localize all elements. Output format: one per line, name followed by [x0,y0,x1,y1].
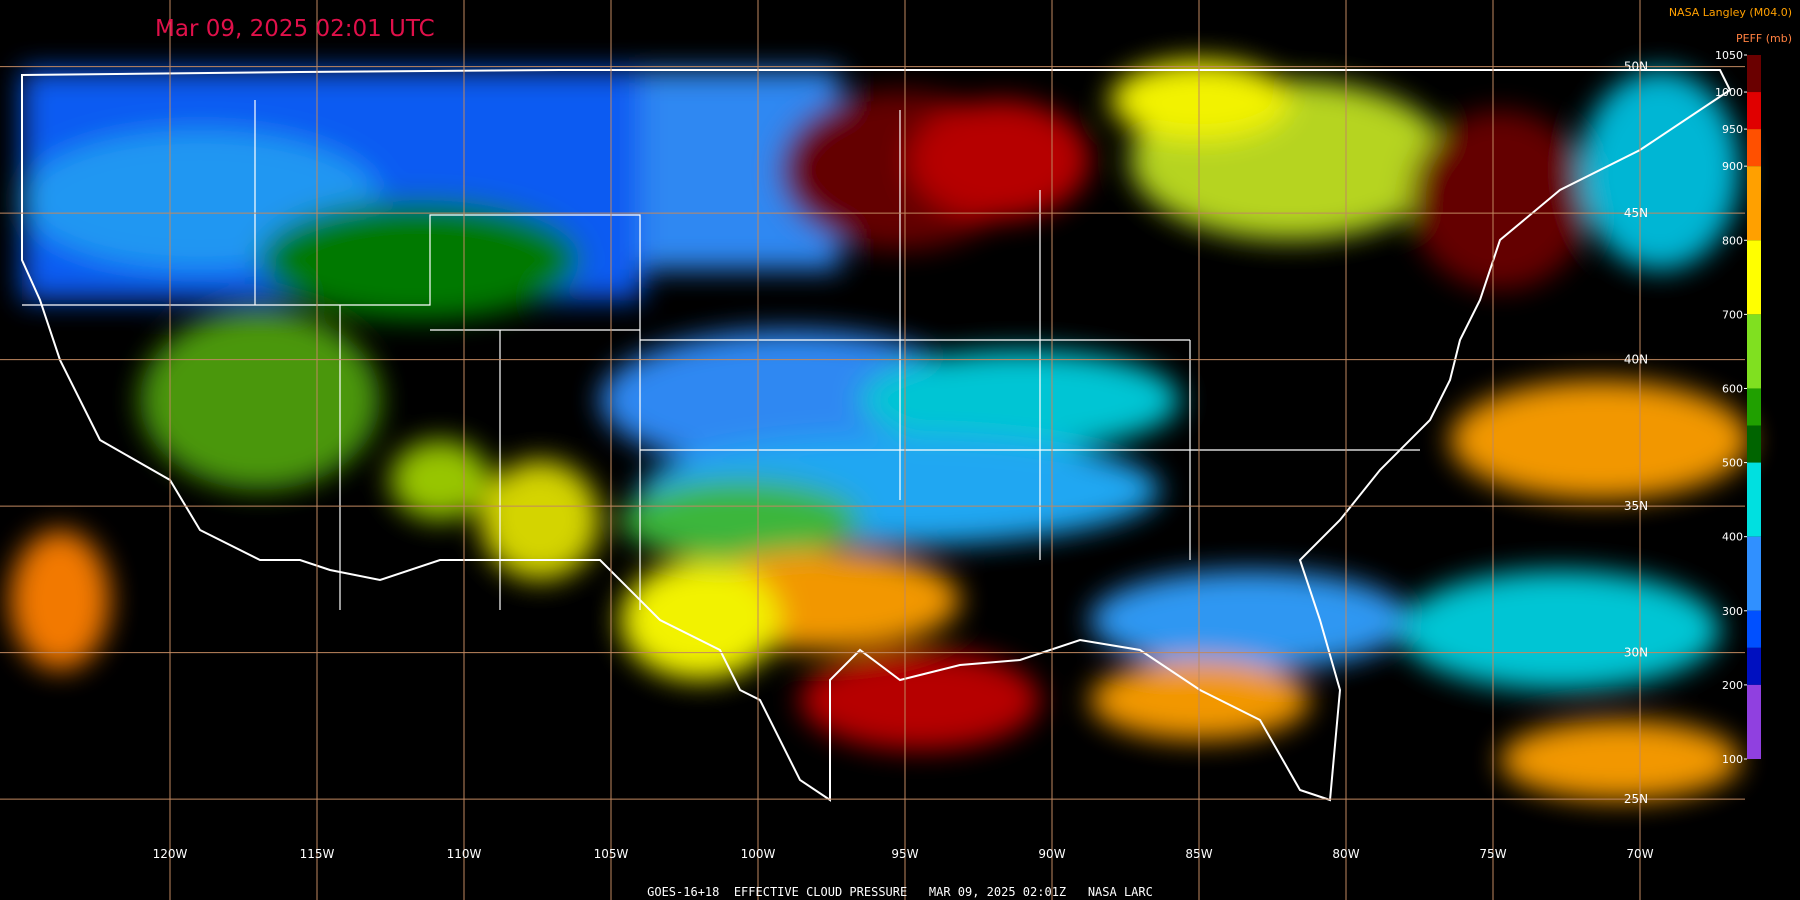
latitude-label: 45N [1624,206,1648,220]
colorbar-segment [1747,314,1761,389]
colorbar-segment [1747,536,1761,611]
colorbar-tick-label: 950 [1722,123,1743,136]
colorbar-tick-label: 500 [1722,457,1743,470]
colorbar-segment [1747,129,1761,167]
colorbar-tick-label: 700 [1722,308,1743,321]
footer: GOES-16+18 EFFECTIVE CLOUD PRESSURE MAR … [647,885,1153,899]
colorbar-tick-label: 1000 [1715,86,1743,99]
colorbar-label: PEFF (mb) [1736,32,1792,45]
latitude-label: 50N [1624,60,1648,74]
colorbar-segment [1747,92,1761,130]
longitude-label: 75W [1479,847,1506,861]
longitude-label: 115W [300,847,335,861]
colorbar-segment [1747,684,1761,759]
colorbar-segment [1747,240,1761,315]
colorbar-tick-label: 300 [1722,605,1743,618]
colorbar-segment [1747,425,1761,463]
title: Mar 09, 2025 02:01 UTC [155,16,435,42]
latitude-label: 25N [1624,792,1648,806]
colorbar: 1050 1000 950 900 800 700 600 500 400 300 200 100 [1715,49,1761,766]
longitude-label: 100W [741,847,776,861]
colorbar-segment [1747,55,1761,93]
longitude-label: 70W [1626,847,1653,861]
graticule [0,0,1745,900]
colorbar-segment [1747,462,1761,537]
longitude-label: 95W [891,847,918,861]
colorbar-segment [1747,647,1761,685]
latitude-label: 30N [1624,646,1648,660]
longitude-label: 110W [447,847,482,861]
colorbar-tick-label: 400 [1722,531,1743,544]
colorbar-tick-label: 200 [1722,679,1743,692]
colorbar-tick-label: 1050 [1715,49,1743,62]
colorbar-tick-label: 600 [1722,382,1743,395]
longitude-label: 120W [153,847,188,861]
colorbar-segment [1747,166,1761,241]
state-borders [22,100,1420,610]
latitude-label: 40N [1624,353,1648,367]
colorbar-tick-label: 800 [1722,234,1743,247]
coastline [21,69,1732,802]
colorbar-segment [1747,610,1761,648]
latitude-label: 35N [1624,499,1648,513]
colorbar-tick-label: 100 [1722,753,1743,766]
longitude-label: 85W [1185,847,1212,861]
colorbar-tick-label: 900 [1722,160,1743,173]
source-label: NASA Langley (M04.0) [1669,6,1792,19]
longitude-label: 105W [594,847,629,861]
colorbar-segment [1747,388,1761,426]
labels: 120W 115W 110W 105W 100W 95W 90W 85W 80W 75W 70W 50… [153,60,1654,861]
longitude-label: 80W [1332,847,1359,861]
longitude-label: 90W [1038,847,1065,861]
